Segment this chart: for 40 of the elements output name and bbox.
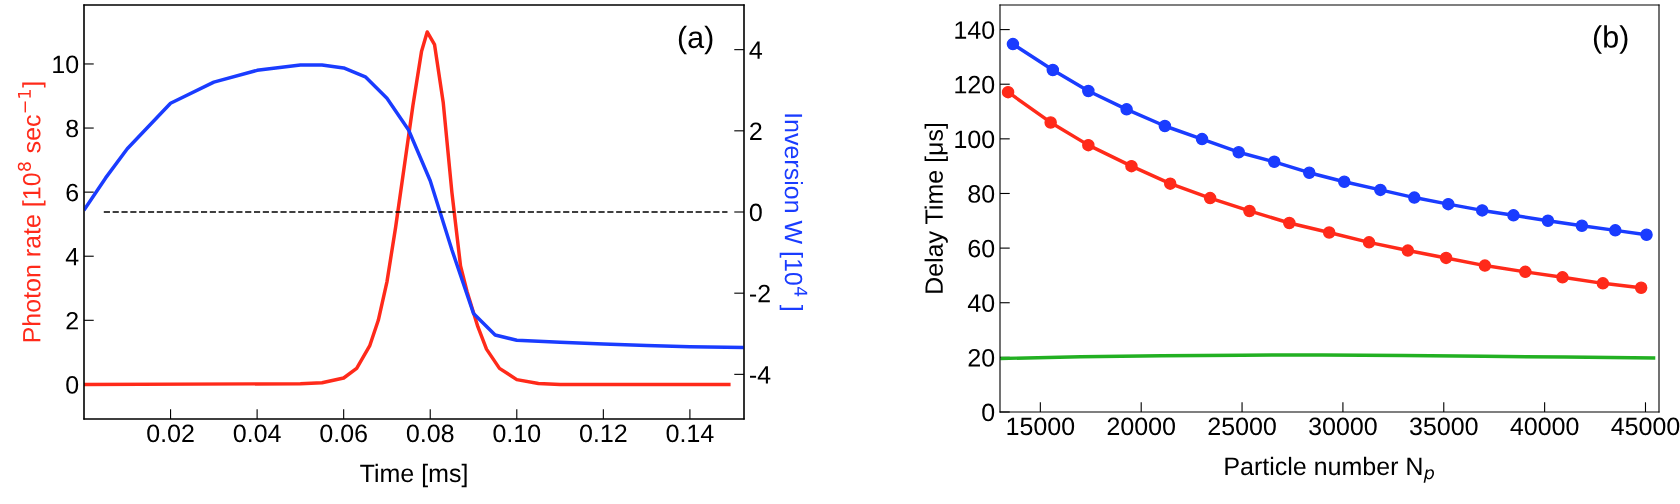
y-tick-label: 2 — [66, 311, 78, 330]
x-tick-label: 0.08 — [406, 424, 454, 443]
y2-tick-label: 4 — [749, 41, 763, 59]
y2-tick-label: -2 — [749, 284, 770, 303]
y-tick-label: 40 — [967, 294, 995, 313]
x-tick-label: 0.02 — [147, 424, 194, 443]
x-tick-label: 45000 — [1611, 417, 1680, 436]
y-tick-label: 10 — [53, 55, 79, 74]
y-tick-label: 120 — [955, 75, 995, 94]
x-tick-label: 30000 — [1309, 417, 1377, 436]
y2-tick-label: -4 — [749, 366, 771, 384]
y-axis-title: Photon rate [10$^{8}$ sec$^{−1}$] — [17, 82, 46, 342]
x-tick-label: 25000 — [1208, 417, 1276, 436]
y-tick-label: 0 — [982, 403, 995, 422]
x-axis-title: Time [ms] — [360, 463, 467, 488]
y-tick-label: 100 — [955, 130, 995, 149]
x-tick-label: 0.06 — [320, 424, 367, 443]
x-axis-title: Particle number N$_{p}$ — [1225, 456, 1434, 483]
y-tick-label: 60 — [968, 239, 995, 258]
annotation: (b) — [1593, 25, 1628, 54]
y2-tick-label: 0 — [749, 203, 762, 222]
x-tick-label: 0.14 — [666, 424, 714, 443]
x-tick-label: 20000 — [1107, 417, 1175, 436]
y-tick-label: 8 — [66, 119, 79, 138]
y-tick-label: 20 — [968, 348, 995, 367]
y-tick-label: 140 — [955, 21, 995, 39]
y-axis-title: Delay Time [μs] — [924, 123, 948, 293]
x-tick-label: 35000 — [1409, 417, 1478, 436]
y-tick-label: 4 — [65, 248, 79, 266]
x-tick-label: 0.04 — [233, 424, 281, 443]
y2-axis-title: Inversion W [10$^{4}$ ] — [779, 114, 808, 310]
y2-tick-label: 2 — [750, 122, 762, 140]
y-tick-label: 80 — [968, 185, 995, 203]
x-tick-label: 0.12 — [579, 424, 627, 443]
annotation: (a) — [678, 25, 713, 55]
y-tick-label: 6 — [66, 183, 79, 202]
x-tick-label: 40000 — [1510, 417, 1579, 436]
y-tick-label: 0 — [66, 375, 79, 394]
x-tick-label: 0.10 — [493, 424, 541, 443]
x-tick-label: 15000 — [1007, 417, 1075, 436]
